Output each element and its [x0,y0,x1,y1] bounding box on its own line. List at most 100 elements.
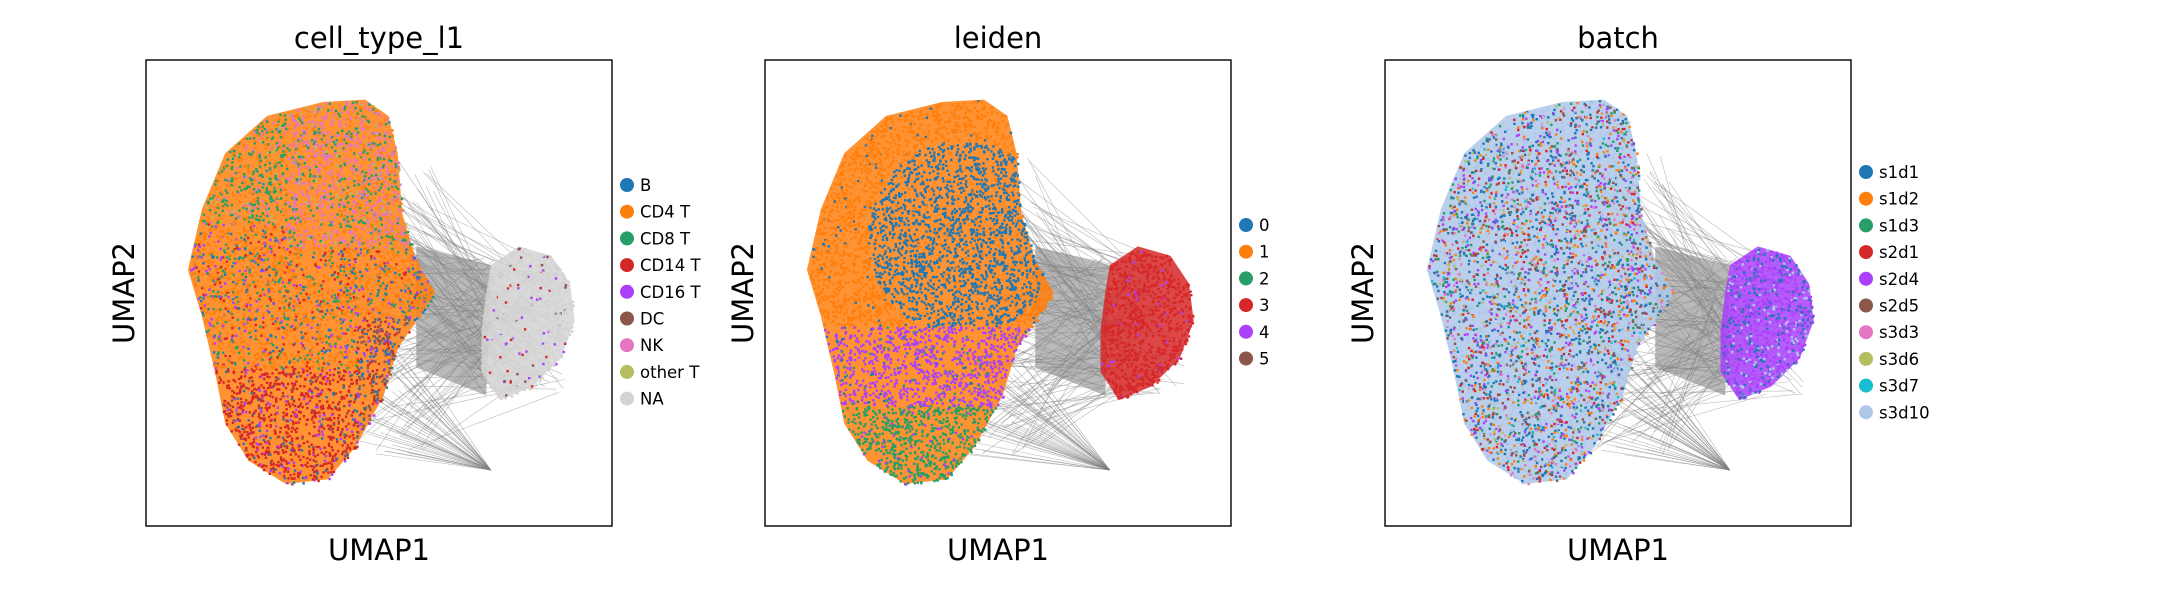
panel-title: batch [1577,21,1659,55]
legend: B CD4 T CD8 T CD14 T CD16 T DC NK other T NA [620,176,701,409]
legend-marker [1859,325,1873,340]
legend-item: 4 [1239,323,1270,342]
legend-marker [620,338,634,353]
x-axis-label: UMAP1 [328,533,430,567]
legend-marker [620,231,634,246]
plot-frame [145,59,613,527]
legend-marker [1239,351,1253,366]
legend-item: other T [620,363,700,382]
edge-bundle [1035,246,1110,396]
legend-label: DC [640,310,664,329]
umap-panel-3: batchUMAP1UMAP2s1d1s1d2s1d3s2d1s2d4s2d5s… [1346,21,1930,567]
legend-marker [1859,378,1873,393]
x-axis-label: UMAP1 [1567,533,1669,567]
legend-label: s3d6 [1879,350,1919,369]
legend-marker [1239,298,1253,313]
edge-bundle [416,246,491,396]
legend-item: NK [620,336,664,355]
edge-bundle [1655,246,1730,396]
legend-item: CD4 T [620,203,691,222]
legend-marker [1859,271,1873,286]
legend-item: CD14 T [620,256,701,275]
legend-item: s1d1 [1859,163,1919,182]
legend-item: s3d7 [1859,377,1919,396]
legend-marker [1859,351,1873,366]
legend-label: s3d7 [1879,377,1919,396]
legend-item: B [620,176,651,195]
legend-item: CD8 T [620,229,691,248]
legend-marker [620,258,634,273]
plot-frame [1384,59,1852,527]
legend-marker [1859,298,1873,313]
legend-item: s1d2 [1859,190,1919,209]
cell-points [809,100,1195,486]
legend-item: 1 [1239,243,1270,262]
legend-marker [1239,218,1253,232]
legend-label: s1d2 [1879,190,1919,209]
legend-marker [620,391,634,406]
legend-marker [620,311,634,326]
legend-item: 3 [1239,296,1270,315]
plot-frame [764,59,1232,527]
legend-item: 2 [1239,269,1270,288]
legend-label: s3d3 [1879,323,1919,342]
legend-item: s2d1 [1859,243,1919,262]
panel-title: leiden [954,21,1043,55]
y-axis-label: UMAP2 [726,242,760,344]
legend-label: other T [640,363,700,382]
legend-label: s2d5 [1879,297,1919,316]
legend-label: 2 [1259,269,1270,288]
legend-marker [1859,165,1873,179]
legend-label: NK [640,336,664,355]
legend-marker [620,178,634,192]
legend-label: B [640,176,651,195]
legend-item: 5 [1239,350,1270,369]
legend-label: NA [640,390,664,409]
legend-label: s1d1 [1879,163,1919,182]
panel-title: cell_type_l1 [294,21,464,55]
legend-marker [1859,191,1873,206]
legend-label: CD8 T [640,229,691,248]
legend-marker [620,204,634,219]
legend-label: s3d10 [1879,403,1930,422]
legend-label: 5 [1259,350,1270,369]
legend-label: 4 [1259,323,1270,342]
legend-label: 1 [1259,243,1270,262]
legend-item: NA [620,390,664,409]
legend-label: s2d4 [1879,270,1919,289]
legend-marker [1859,405,1873,420]
umap-panel-1: cell_type_l1 UMAP1 UMAP2 B CD4 T CD8 T CD14 T C… [107,21,701,567]
legend-item: s2d4 [1859,270,1919,289]
legend-marker [620,284,634,299]
legend-label: CD4 T [640,203,691,222]
legend-item: DC [620,310,664,329]
legend-label: s2d1 [1879,243,1919,262]
legend-item: 0 [1239,216,1270,235]
legend: s1d1 s1d2 s1d3 s2d1 s2d4 s2d5 s3d3 s3d6 s3d7 s3d1… [1859,163,1930,422]
legend-marker [1239,244,1253,259]
legend-item: s3d6 [1859,350,1919,369]
legend-marker [1239,324,1253,339]
legend-marker [1859,245,1873,260]
main-cluster-cloud [1426,99,1674,485]
legend-item: s1d3 [1859,216,1919,235]
legend-item: s3d10 [1859,403,1930,422]
cell-points [1428,100,1815,486]
y-axis-label: UMAP2 [1346,242,1380,344]
legend-label: 3 [1259,296,1270,315]
x-axis-label: UMAP1 [947,533,1049,567]
legend-item: s3d3 [1859,323,1919,342]
legend-label: 0 [1259,216,1270,235]
legend-marker [1859,218,1873,233]
y-axis-label: UMAP2 [107,242,141,344]
cell-points [190,101,575,486]
legend-marker [1239,271,1253,286]
legend-item: s2d5 [1859,297,1919,316]
legend-label: CD14 T [640,256,701,275]
legend-label: s1d3 [1879,216,1919,235]
legend-marker [620,364,634,379]
legend: 0 1 2 3 4 5 [1239,216,1270,369]
umap-panel-2: leiden UMAP1 UMAP2 0 1 2 3 4 5 [726,21,1270,567]
legend-label: CD16 T [640,283,701,302]
